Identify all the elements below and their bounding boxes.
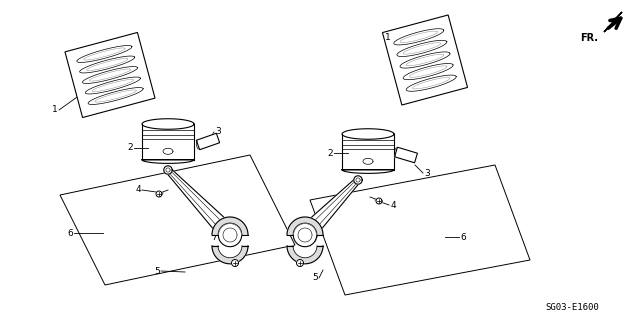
Text: 6: 6 <box>67 228 73 238</box>
Polygon shape <box>164 166 172 174</box>
Text: 6: 6 <box>460 233 466 241</box>
Polygon shape <box>604 12 622 32</box>
Text: FR.: FR. <box>580 33 598 43</box>
Text: 7: 7 <box>312 235 318 244</box>
Text: 7: 7 <box>317 218 323 226</box>
Polygon shape <box>342 129 394 139</box>
Text: 2: 2 <box>327 149 333 158</box>
Polygon shape <box>232 259 239 266</box>
Polygon shape <box>218 223 242 247</box>
Text: 5: 5 <box>312 273 318 283</box>
Text: 5: 5 <box>154 266 160 276</box>
Polygon shape <box>65 33 155 117</box>
Polygon shape <box>293 223 317 247</box>
Polygon shape <box>166 168 237 241</box>
Polygon shape <box>287 217 323 235</box>
Polygon shape <box>395 147 417 163</box>
Text: 1: 1 <box>385 33 391 42</box>
Polygon shape <box>342 170 394 173</box>
Text: 4: 4 <box>135 186 141 195</box>
Text: 3: 3 <box>424 168 430 177</box>
Text: 1: 1 <box>52 106 58 115</box>
Polygon shape <box>212 217 248 235</box>
Polygon shape <box>142 160 194 163</box>
Polygon shape <box>383 15 468 105</box>
Text: 3: 3 <box>215 128 221 137</box>
Polygon shape <box>376 198 382 204</box>
Polygon shape <box>142 119 194 129</box>
Polygon shape <box>212 246 248 264</box>
Polygon shape <box>156 191 162 197</box>
Polygon shape <box>298 178 360 241</box>
Polygon shape <box>287 246 323 264</box>
Text: 7: 7 <box>211 233 217 241</box>
Polygon shape <box>196 133 220 150</box>
Polygon shape <box>296 259 303 266</box>
Text: 2: 2 <box>127 144 133 152</box>
Text: 4: 4 <box>390 201 396 210</box>
Text: 7: 7 <box>205 213 211 222</box>
Polygon shape <box>354 176 362 184</box>
Text: SG03-E1600: SG03-E1600 <box>545 302 599 311</box>
